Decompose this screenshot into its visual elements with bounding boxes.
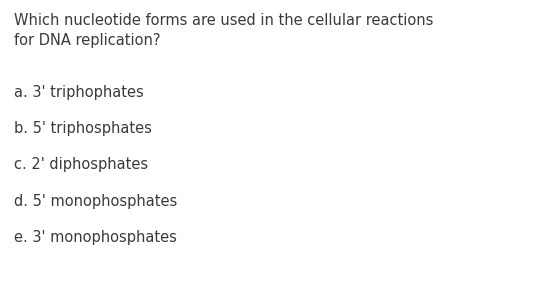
Text: e. 3' monophosphates: e. 3' monophosphates <box>14 230 177 245</box>
Text: a. 3' triphophates: a. 3' triphophates <box>14 85 144 100</box>
Text: Which nucleotide forms are used in the cellular reactions
for DNA replication?: Which nucleotide forms are used in the c… <box>14 13 433 48</box>
Text: d. 5' monophosphates: d. 5' monophosphates <box>14 194 177 209</box>
Text: b. 5' triphosphates: b. 5' triphosphates <box>14 121 152 136</box>
Text: c. 2' diphosphates: c. 2' diphosphates <box>14 157 148 172</box>
